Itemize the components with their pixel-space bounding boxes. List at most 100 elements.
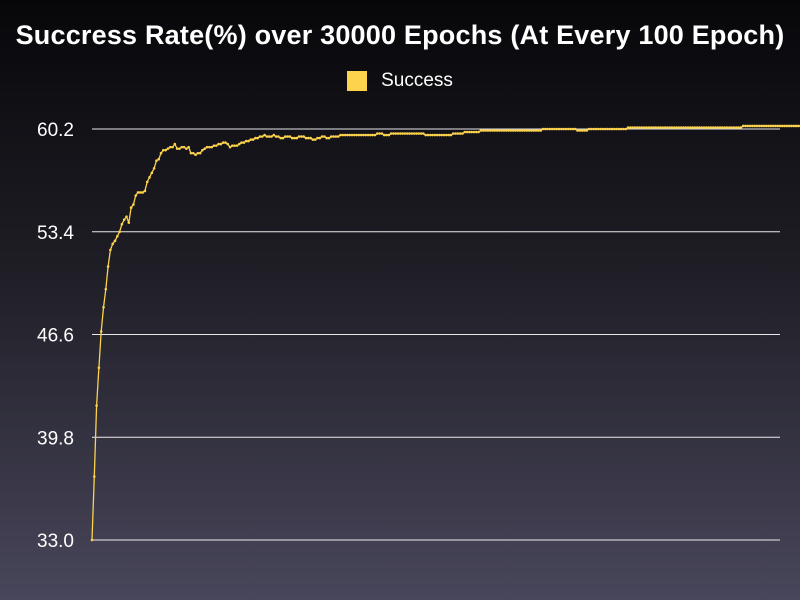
data-point-143[interactable] <box>419 132 423 135</box>
data-point-255[interactable] <box>677 126 681 129</box>
data-point-302[interactable] <box>785 124 789 128</box>
data-point-108[interactable] <box>339 133 342 137</box>
data-point-156[interactable] <box>449 133 453 137</box>
data-point-149[interactable] <box>433 133 437 137</box>
data-point-4[interactable] <box>99 330 103 333</box>
data-point-35[interactable] <box>171 145 174 149</box>
data-point-242[interactable] <box>647 126 651 129</box>
data-point-222[interactable] <box>601 127 605 131</box>
data-point-14[interactable] <box>122 218 126 221</box>
data-point-130[interactable] <box>389 132 393 135</box>
data-point-110[interactable] <box>343 133 347 137</box>
data-point-289[interactable] <box>755 124 759 128</box>
data-point-12[interactable] <box>118 230 121 234</box>
data-point-300[interactable] <box>781 124 784 128</box>
data-point-128[interactable] <box>385 133 388 137</box>
data-point-295[interactable] <box>769 124 773 128</box>
data-point-278[interactable] <box>730 126 733 129</box>
data-point-18[interactable] <box>132 203 135 206</box>
data-point-192[interactable] <box>532 129 536 132</box>
data-point-199[interactable] <box>548 127 552 131</box>
data-point-303[interactable] <box>787 124 791 128</box>
data-point-262[interactable] <box>693 126 697 129</box>
data-point-20[interactable] <box>136 191 140 194</box>
data-point-70[interactable] <box>251 138 255 141</box>
data-point-202[interactable] <box>555 127 559 131</box>
data-point-294[interactable] <box>767 124 770 128</box>
data-point-228[interactable] <box>615 127 618 131</box>
data-point-164[interactable] <box>468 130 471 134</box>
data-point-136[interactable] <box>403 132 407 135</box>
data-point-283[interactable] <box>741 124 745 128</box>
data-point-166[interactable] <box>472 130 476 134</box>
data-point-24[interactable] <box>145 180 149 184</box>
data-point-261[interactable] <box>691 126 694 129</box>
data-point-206[interactable] <box>564 127 568 131</box>
data-point-236[interactable] <box>633 126 637 129</box>
data-point-131[interactable] <box>392 132 395 135</box>
data-point-90[interactable] <box>297 135 301 138</box>
data-point-187[interactable] <box>520 129 524 132</box>
data-point-61[interactable] <box>231 144 234 147</box>
data-point-119[interactable] <box>364 133 368 137</box>
data-point-82[interactable] <box>279 136 282 140</box>
data-point-60[interactable] <box>228 145 232 149</box>
data-point-144[interactable] <box>422 132 425 135</box>
data-point-111[interactable] <box>346 133 349 137</box>
data-point-25[interactable] <box>148 176 151 179</box>
data-point-224[interactable] <box>606 127 609 131</box>
data-point-184[interactable] <box>514 129 517 132</box>
data-point-288[interactable] <box>753 124 756 128</box>
data-point-212[interactable] <box>578 129 582 132</box>
data-point-191[interactable] <box>530 129 533 132</box>
data-point-219[interactable] <box>594 127 598 131</box>
data-point-214[interactable] <box>583 129 586 132</box>
data-point-158[interactable] <box>454 132 457 135</box>
data-point-268[interactable] <box>707 126 710 129</box>
data-point-176[interactable] <box>495 129 499 132</box>
data-point-28[interactable] <box>155 159 158 163</box>
data-point-230[interactable] <box>619 127 623 131</box>
data-point-68[interactable] <box>247 139 250 143</box>
data-point-301[interactable] <box>783 124 786 128</box>
data-point-218[interactable] <box>592 127 595 131</box>
data-point-109[interactable] <box>341 133 345 137</box>
data-point-51[interactable] <box>208 145 211 149</box>
data-point-54[interactable] <box>214 144 218 147</box>
data-point-103[interactable] <box>327 136 331 140</box>
data-point-163[interactable] <box>465 130 469 134</box>
data-point-57[interactable] <box>221 141 225 144</box>
data-point-179[interactable] <box>502 129 506 132</box>
data-point-34[interactable] <box>168 145 172 149</box>
data-point-16[interactable] <box>127 221 131 224</box>
data-point-83[interactable] <box>281 136 285 140</box>
data-point-56[interactable] <box>219 142 223 146</box>
data-point-17[interactable] <box>129 206 133 209</box>
data-point-240[interactable] <box>642 126 646 129</box>
data-point-3[interactable] <box>97 366 101 370</box>
data-point-220[interactable] <box>596 127 600 131</box>
data-point-145[interactable] <box>424 133 427 137</box>
data-point-5[interactable] <box>102 306 105 309</box>
data-point-221[interactable] <box>599 127 602 131</box>
data-point-69[interactable] <box>249 138 253 141</box>
data-point-293[interactable] <box>764 124 768 128</box>
data-point-36[interactable] <box>173 142 177 146</box>
data-point-291[interactable] <box>760 124 763 128</box>
data-point-259[interactable] <box>686 126 690 129</box>
data-point-53[interactable] <box>212 144 216 147</box>
data-point-180[interactable] <box>504 129 508 132</box>
data-point-71[interactable] <box>254 136 257 140</box>
data-point-155[interactable] <box>447 133 450 137</box>
data-point-117[interactable] <box>359 133 363 137</box>
data-point-84[interactable] <box>283 135 287 138</box>
data-point-195[interactable] <box>539 129 542 132</box>
data-point-252[interactable] <box>670 126 674 129</box>
data-point-159[interactable] <box>456 132 460 135</box>
data-point-238[interactable] <box>638 126 641 129</box>
data-point-204[interactable] <box>560 127 563 131</box>
data-point-200[interactable] <box>550 127 554 131</box>
data-point-160[interactable] <box>458 132 462 135</box>
data-point-23[interactable] <box>143 189 147 193</box>
data-point-151[interactable] <box>438 133 441 137</box>
